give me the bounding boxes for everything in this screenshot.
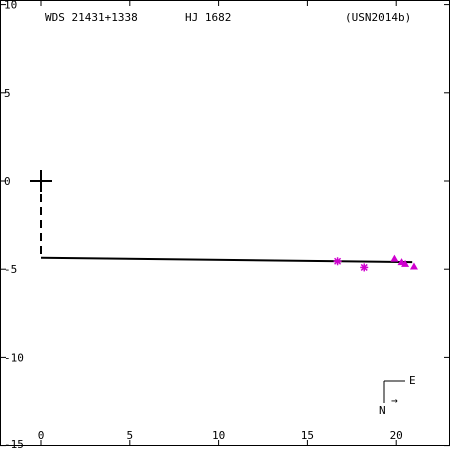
observation-triangle (401, 259, 410, 267)
y-tick-label: -5 (4, 263, 17, 276)
x-tick-label: 20 (390, 429, 403, 442)
orbit-group (30, 170, 413, 264)
y-tick-label: -15 (4, 438, 24, 450)
y-tick-label: -10 (4, 351, 24, 364)
observation-asterisk (333, 257, 342, 266)
north-label: N (379, 404, 386, 417)
observation-asterisk (360, 263, 369, 272)
direction-arrow-icon: → (391, 394, 398, 407)
x-tick-label: 10 (212, 429, 225, 442)
observation-triangle (409, 262, 418, 270)
east-label: E (409, 374, 416, 387)
observation-triangle (390, 254, 399, 262)
x-tick-label: 5 (126, 429, 133, 442)
y-tick-label: 0 (4, 175, 11, 188)
y-tick-label: 5 (4, 87, 11, 100)
x-tick-label: 15 (301, 429, 314, 442)
asterisk-stroke (334, 257, 342, 265)
header-name: HJ 1682 (185, 11, 231, 24)
asterisk-stroke (360, 263, 368, 271)
orbit-line (40, 256, 413, 264)
header-reference: (USN2014b) (345, 11, 411, 24)
observations-group (333, 254, 418, 272)
orientation-indicator: E N → (379, 374, 416, 417)
x-axis: 0 5 10 15 20 (38, 0, 403, 446)
y-tick-label: 10 (4, 0, 17, 12)
x-tick-label: 0 (38, 429, 45, 442)
header-wds: WDS 21431+1338 (45, 11, 138, 24)
